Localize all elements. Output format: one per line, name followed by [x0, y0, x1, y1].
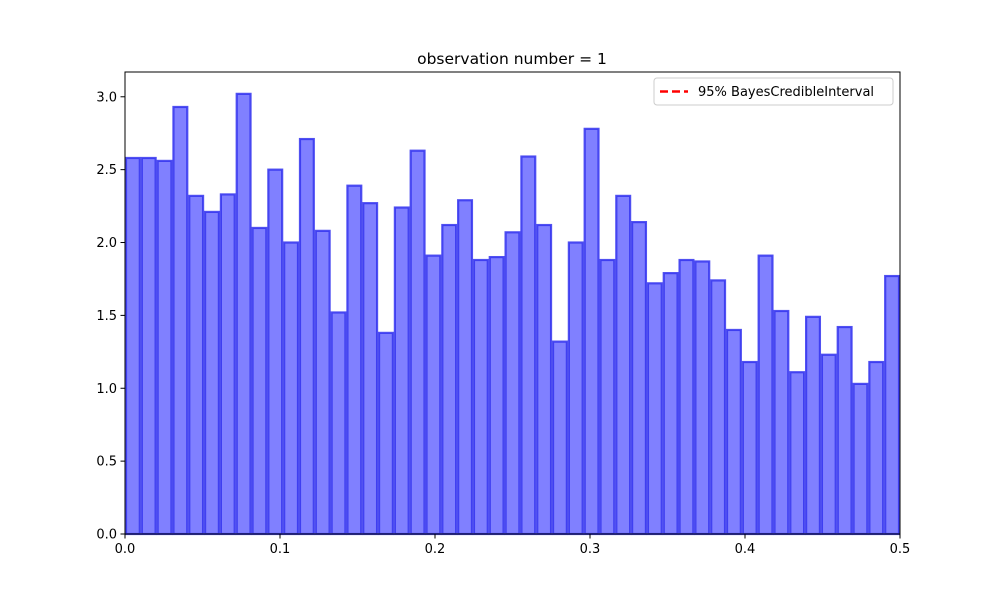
histogram-bar [298, 137, 315, 536]
histogram-bar [409, 149, 426, 536]
histogram-bar [567, 241, 584, 536]
histogram-bar [346, 184, 363, 536]
x-tick-label: 0.3 [580, 542, 601, 557]
histogram-bar [377, 331, 394, 536]
histogram-bar [393, 206, 410, 536]
y-tick-label: 0.0 [96, 528, 117, 543]
histogram-bar [551, 340, 568, 536]
y-tick-label: 2.5 [96, 163, 117, 178]
bars-group [124, 92, 901, 536]
histogram-bar [140, 156, 157, 536]
histogram-bar [267, 168, 284, 536]
histogram-bar [520, 155, 537, 536]
histogram-bar [441, 223, 458, 536]
histogram-bar [172, 105, 189, 536]
histogram-bar [599, 258, 616, 536]
chart-title: observation number = 1 [417, 50, 607, 68]
axes-group: 0.0 0.1 0.2 0.3 0.4 0.5 0.0 0.5 1.0 1.5 2.0 2.5 3.0 [96, 71, 911, 557]
plot-frame [124, 71, 901, 535]
histogram-bar [188, 194, 205, 536]
histogram-bar [251, 226, 268, 536]
legend-label: 95% BayesCredibleInterval [698, 85, 874, 100]
histogram-bar [631, 221, 648, 536]
histogram-bar [314, 229, 331, 536]
histogram-bar [710, 279, 727, 536]
x-tick-label: 0.2 [425, 542, 446, 557]
x-tick-label: 0.1 [270, 542, 291, 557]
x-tick-label: 0.4 [735, 542, 756, 557]
histogram-bar [741, 360, 758, 536]
histogram-bar [235, 92, 252, 536]
histogram-bar [488, 255, 505, 536]
histogram-bar [789, 371, 806, 536]
histogram-bar [203, 210, 220, 536]
histogram-bar [836, 325, 853, 536]
histogram-bar [330, 311, 347, 536]
histogram-bar [536, 223, 553, 536]
histogram-bar [646, 282, 663, 536]
histogram-bar [773, 309, 790, 536]
histogram-bar [583, 127, 600, 536]
histogram-bar [852, 382, 869, 536]
histogram-bar [678, 258, 695, 536]
y-tick-label: 1.0 [96, 382, 117, 397]
x-tick-label: 0.0 [115, 542, 136, 557]
histogram-bar [884, 274, 901, 536]
histogram-bar [662, 272, 679, 536]
histogram-bar [219, 193, 236, 536]
histogram-bar [425, 254, 442, 536]
legend-box [653, 77, 894, 106]
histogram-bar [820, 353, 837, 536]
y-tick-label: 0.5 [96, 455, 117, 470]
legend: 95% BayesCredibleInterval [653, 77, 894, 106]
histogram-bar [156, 159, 173, 536]
histogram-bar [868, 360, 885, 536]
histogram-bar [283, 241, 300, 536]
histogram-bar [124, 156, 141, 536]
histogram-bar [457, 199, 474, 536]
histogram-bar [362, 202, 379, 536]
y-tick-label: 1.5 [96, 309, 117, 324]
y-tick-label: 3.0 [96, 90, 117, 105]
histogram-bar [725, 328, 742, 536]
histogram-bar [757, 254, 774, 536]
histogram-bar [472, 258, 489, 536]
y-tick-label: 2.0 [96, 236, 117, 251]
histogram-bar [615, 194, 632, 536]
histogram-bar [694, 260, 711, 536]
histogram-bar [504, 231, 521, 536]
x-tick-label: 0.5 [890, 542, 911, 557]
histogram-bar [805, 315, 822, 536]
